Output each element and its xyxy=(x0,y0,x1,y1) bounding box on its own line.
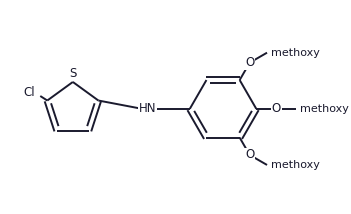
Text: O: O xyxy=(245,56,254,69)
Text: O: O xyxy=(245,149,254,161)
Text: methoxy: methoxy xyxy=(271,160,319,170)
Text: O: O xyxy=(272,102,281,115)
Text: methoxy: methoxy xyxy=(271,48,319,58)
Text: S: S xyxy=(69,67,77,80)
Text: Cl: Cl xyxy=(23,86,34,99)
Text: HN: HN xyxy=(139,102,156,115)
Text: methoxy: methoxy xyxy=(300,104,349,114)
